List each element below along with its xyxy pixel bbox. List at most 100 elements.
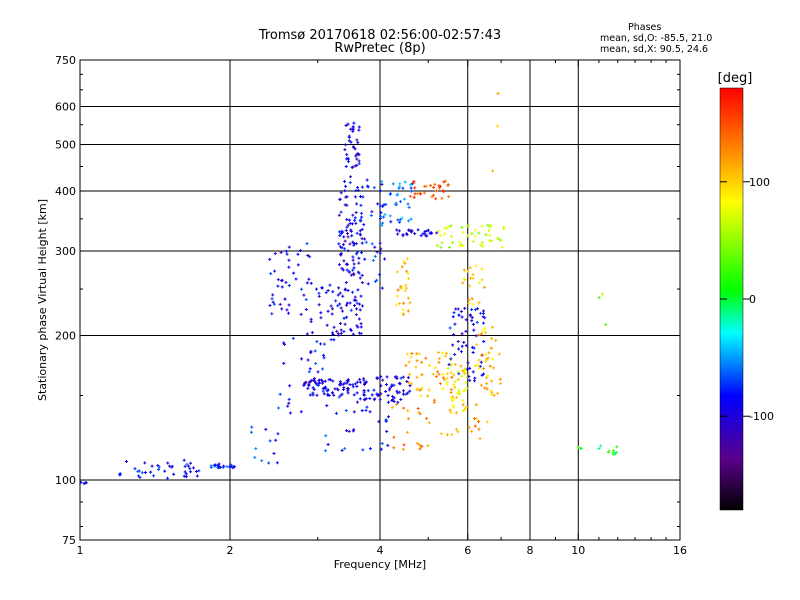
data-point [337, 242, 341, 246]
data-point [477, 420, 481, 424]
data-point [385, 375, 389, 379]
data-point [291, 336, 295, 340]
data-point [462, 340, 466, 344]
data-point [451, 315, 455, 319]
data-point [451, 343, 455, 347]
data-point [391, 398, 395, 402]
data-point [403, 289, 407, 293]
data-point [331, 290, 335, 294]
data-point [497, 352, 501, 356]
data-point [453, 363, 457, 367]
data-point [330, 391, 334, 395]
data-point [408, 372, 412, 376]
data-point [420, 386, 424, 390]
data-point [454, 411, 458, 415]
data-point [465, 367, 469, 371]
data-point [488, 238, 492, 242]
data-point [613, 452, 617, 456]
data-point [496, 92, 500, 96]
data-point [384, 203, 388, 207]
data-point [347, 135, 351, 139]
data-point [401, 308, 405, 312]
data-point [233, 465, 237, 469]
data-point [321, 367, 325, 371]
data-point [378, 241, 382, 245]
data-point [344, 229, 348, 233]
data-point [355, 157, 359, 161]
data-point [466, 361, 470, 365]
data-point [457, 347, 461, 351]
data-point [443, 232, 447, 236]
data-point [453, 352, 457, 356]
data-point [381, 204, 385, 208]
data-point [337, 286, 341, 290]
y-axis-label: Stationary phase Virtual Height [km] [36, 199, 49, 401]
data-point [354, 210, 358, 214]
data-point [419, 192, 423, 196]
data-point [415, 359, 419, 363]
data-point [292, 271, 296, 275]
data-point [342, 259, 346, 263]
data-point [360, 227, 364, 231]
data-point [322, 356, 326, 360]
data-point [368, 410, 372, 414]
data-point [272, 302, 276, 306]
data-point [450, 399, 454, 403]
data-point [339, 381, 343, 385]
data-point [386, 393, 390, 397]
data-point [349, 175, 353, 179]
data-point [157, 465, 161, 469]
data-point [344, 164, 348, 168]
data-point [379, 447, 383, 451]
data-point [474, 334, 478, 338]
data-point [469, 276, 473, 280]
data-point [345, 301, 349, 305]
data-point [439, 432, 443, 436]
data-point [335, 387, 339, 391]
data-point [339, 210, 343, 214]
data-point [368, 397, 372, 401]
data-point [296, 263, 300, 267]
data-point [428, 364, 432, 368]
data-point [355, 138, 359, 142]
data-point [343, 447, 347, 451]
data-point [315, 287, 319, 291]
data-point [384, 390, 388, 394]
data-point [325, 323, 329, 327]
data-point [396, 218, 400, 222]
data-point [406, 409, 410, 413]
data-point [452, 311, 456, 315]
data-point [436, 351, 440, 355]
data-point [337, 263, 341, 267]
data-point [445, 376, 449, 380]
data-point [267, 461, 271, 465]
data-point [449, 371, 453, 375]
data-point [355, 202, 359, 206]
data-point [462, 277, 466, 281]
data-point [368, 447, 372, 451]
data-point [313, 349, 317, 353]
data-point [398, 390, 402, 394]
data-point [324, 434, 328, 438]
data-point [138, 475, 142, 479]
data-point [399, 397, 403, 401]
data-point [415, 441, 419, 445]
data-point [358, 195, 362, 199]
data-point [433, 366, 437, 370]
data-point [449, 391, 453, 395]
data-point [467, 298, 471, 302]
data-point [615, 445, 619, 449]
data-point [497, 237, 501, 241]
data-point [473, 308, 477, 312]
data-point [359, 233, 363, 237]
data-point [446, 183, 450, 187]
data-point [452, 383, 456, 387]
data-point [307, 380, 311, 384]
data-point [459, 310, 463, 314]
data-point [288, 411, 292, 415]
data-point [268, 257, 272, 261]
data-point [357, 261, 361, 265]
data-point [460, 225, 464, 229]
data-point [332, 338, 336, 342]
x-tick-label: 4 [377, 544, 384, 557]
